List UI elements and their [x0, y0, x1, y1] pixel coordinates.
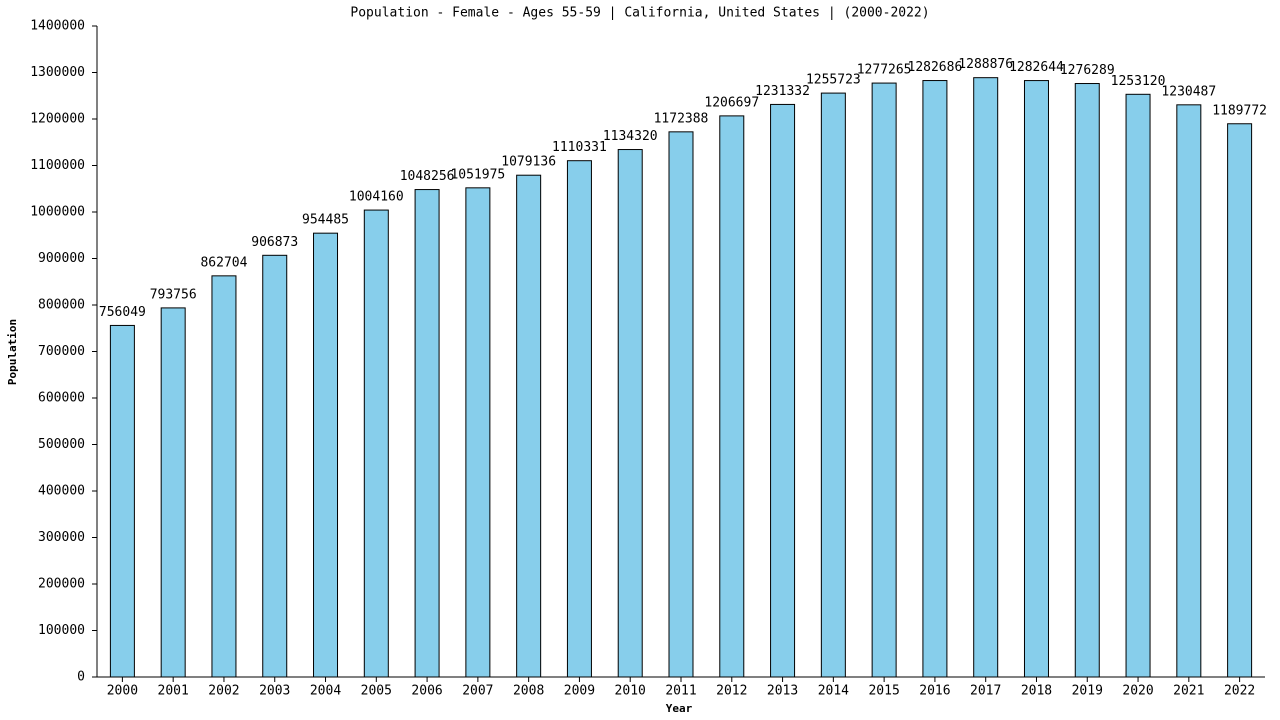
y-tick-label: 200000 — [38, 577, 85, 592]
x-tick-label: 2021 — [1173, 684, 1204, 699]
value-label: 1189772 — [1212, 103, 1267, 118]
y-tick-label: 400000 — [38, 484, 85, 499]
y-axis-label: Population — [6, 319, 19, 385]
x-tick-label: 2001 — [158, 684, 189, 699]
bar — [617, 149, 643, 678]
value-label: 906873 — [251, 235, 298, 250]
x-tick-label: 2019 — [1072, 684, 1103, 699]
y-tick-label: 100000 — [38, 623, 85, 638]
bar — [820, 92, 846, 678]
x-tick-label: 2015 — [868, 684, 899, 699]
bar — [465, 187, 491, 678]
value-label: 1051975 — [450, 167, 505, 182]
x-tick-label: 2004 — [310, 684, 341, 699]
bar — [211, 275, 237, 678]
value-label: 756049 — [99, 305, 146, 320]
x-tick-label: 2010 — [615, 684, 646, 699]
x-tick-label: 2012 — [716, 684, 747, 699]
value-label: 1282686 — [908, 60, 963, 75]
y-tick-label: 900000 — [38, 251, 85, 266]
x-tick-label: 2017 — [970, 684, 1001, 699]
x-tick-label: 2006 — [411, 684, 442, 699]
y-tick-label: 300000 — [38, 530, 85, 545]
x-tick-label: 2018 — [1021, 684, 1052, 699]
x-tick-label: 2009 — [564, 684, 595, 699]
y-tick-label: 1400000 — [30, 19, 85, 34]
value-label: 954485 — [302, 213, 349, 228]
y-tick-label: 1300000 — [30, 65, 85, 80]
x-axis-label: Year — [666, 702, 693, 715]
x-tick-label: 2005 — [361, 684, 392, 699]
bar — [1023, 80, 1049, 678]
x-tick-label: 2013 — [767, 684, 798, 699]
bar — [566, 160, 592, 678]
value-label: 1172388 — [654, 111, 709, 126]
value-label: 862704 — [200, 255, 247, 270]
y-tick-label: 1000000 — [30, 205, 85, 220]
y-tick-label: 0 — [77, 670, 85, 685]
bar — [922, 80, 948, 678]
x-tick-label: 2002 — [208, 684, 239, 699]
y-tick-label: 800000 — [38, 298, 85, 313]
y-tick-label: 1200000 — [30, 112, 85, 127]
value-label: 1255723 — [806, 73, 861, 88]
y-tick-label: 1100000 — [30, 158, 85, 173]
value-label: 1231332 — [755, 84, 810, 99]
value-label: 1110331 — [552, 140, 607, 155]
chart-title: Population - Female - Ages 55-59 | Calif… — [350, 6, 929, 21]
value-label: 1079136 — [501, 155, 556, 170]
x-tick-label: 2011 — [665, 684, 696, 699]
value-label: 1134320 — [603, 129, 658, 144]
bar — [1125, 93, 1151, 678]
value-label: 1282644 — [1009, 60, 1064, 75]
x-tick-label: 2003 — [259, 684, 290, 699]
y-tick-label: 600000 — [38, 391, 85, 406]
value-label: 793756 — [150, 287, 197, 302]
value-label: 1253120 — [1111, 74, 1166, 89]
bar — [973, 77, 999, 678]
bar — [1176, 104, 1202, 678]
value-label: 1288876 — [958, 57, 1013, 72]
x-tick-label: 2020 — [1122, 684, 1153, 699]
bar — [160, 307, 186, 678]
value-label: 1277265 — [857, 63, 912, 78]
bar — [770, 103, 796, 678]
value-label: 1276289 — [1060, 63, 1115, 78]
x-tick-label: 2016 — [919, 684, 950, 699]
x-tick-label: 2008 — [513, 684, 544, 699]
bar — [109, 324, 135, 678]
bar — [1227, 123, 1253, 678]
value-label: 1004160 — [349, 190, 404, 205]
bar — [313, 232, 339, 678]
bar — [1074, 83, 1100, 678]
bar — [719, 115, 745, 678]
bar — [262, 254, 288, 678]
y-tick-label: 500000 — [38, 437, 85, 452]
bar — [871, 82, 897, 678]
x-tick-label: 2022 — [1224, 684, 1255, 699]
value-label: 1048256 — [400, 169, 455, 184]
x-tick-label: 2000 — [107, 684, 138, 699]
bar — [363, 209, 389, 678]
x-tick-label: 2014 — [818, 684, 849, 699]
bar — [414, 189, 440, 678]
x-tick-label: 2007 — [462, 684, 493, 699]
bar — [668, 131, 694, 678]
y-tick-label: 700000 — [38, 344, 85, 359]
bar — [516, 174, 542, 678]
value-label: 1206697 — [704, 95, 759, 110]
value-label: 1230487 — [1161, 84, 1216, 99]
